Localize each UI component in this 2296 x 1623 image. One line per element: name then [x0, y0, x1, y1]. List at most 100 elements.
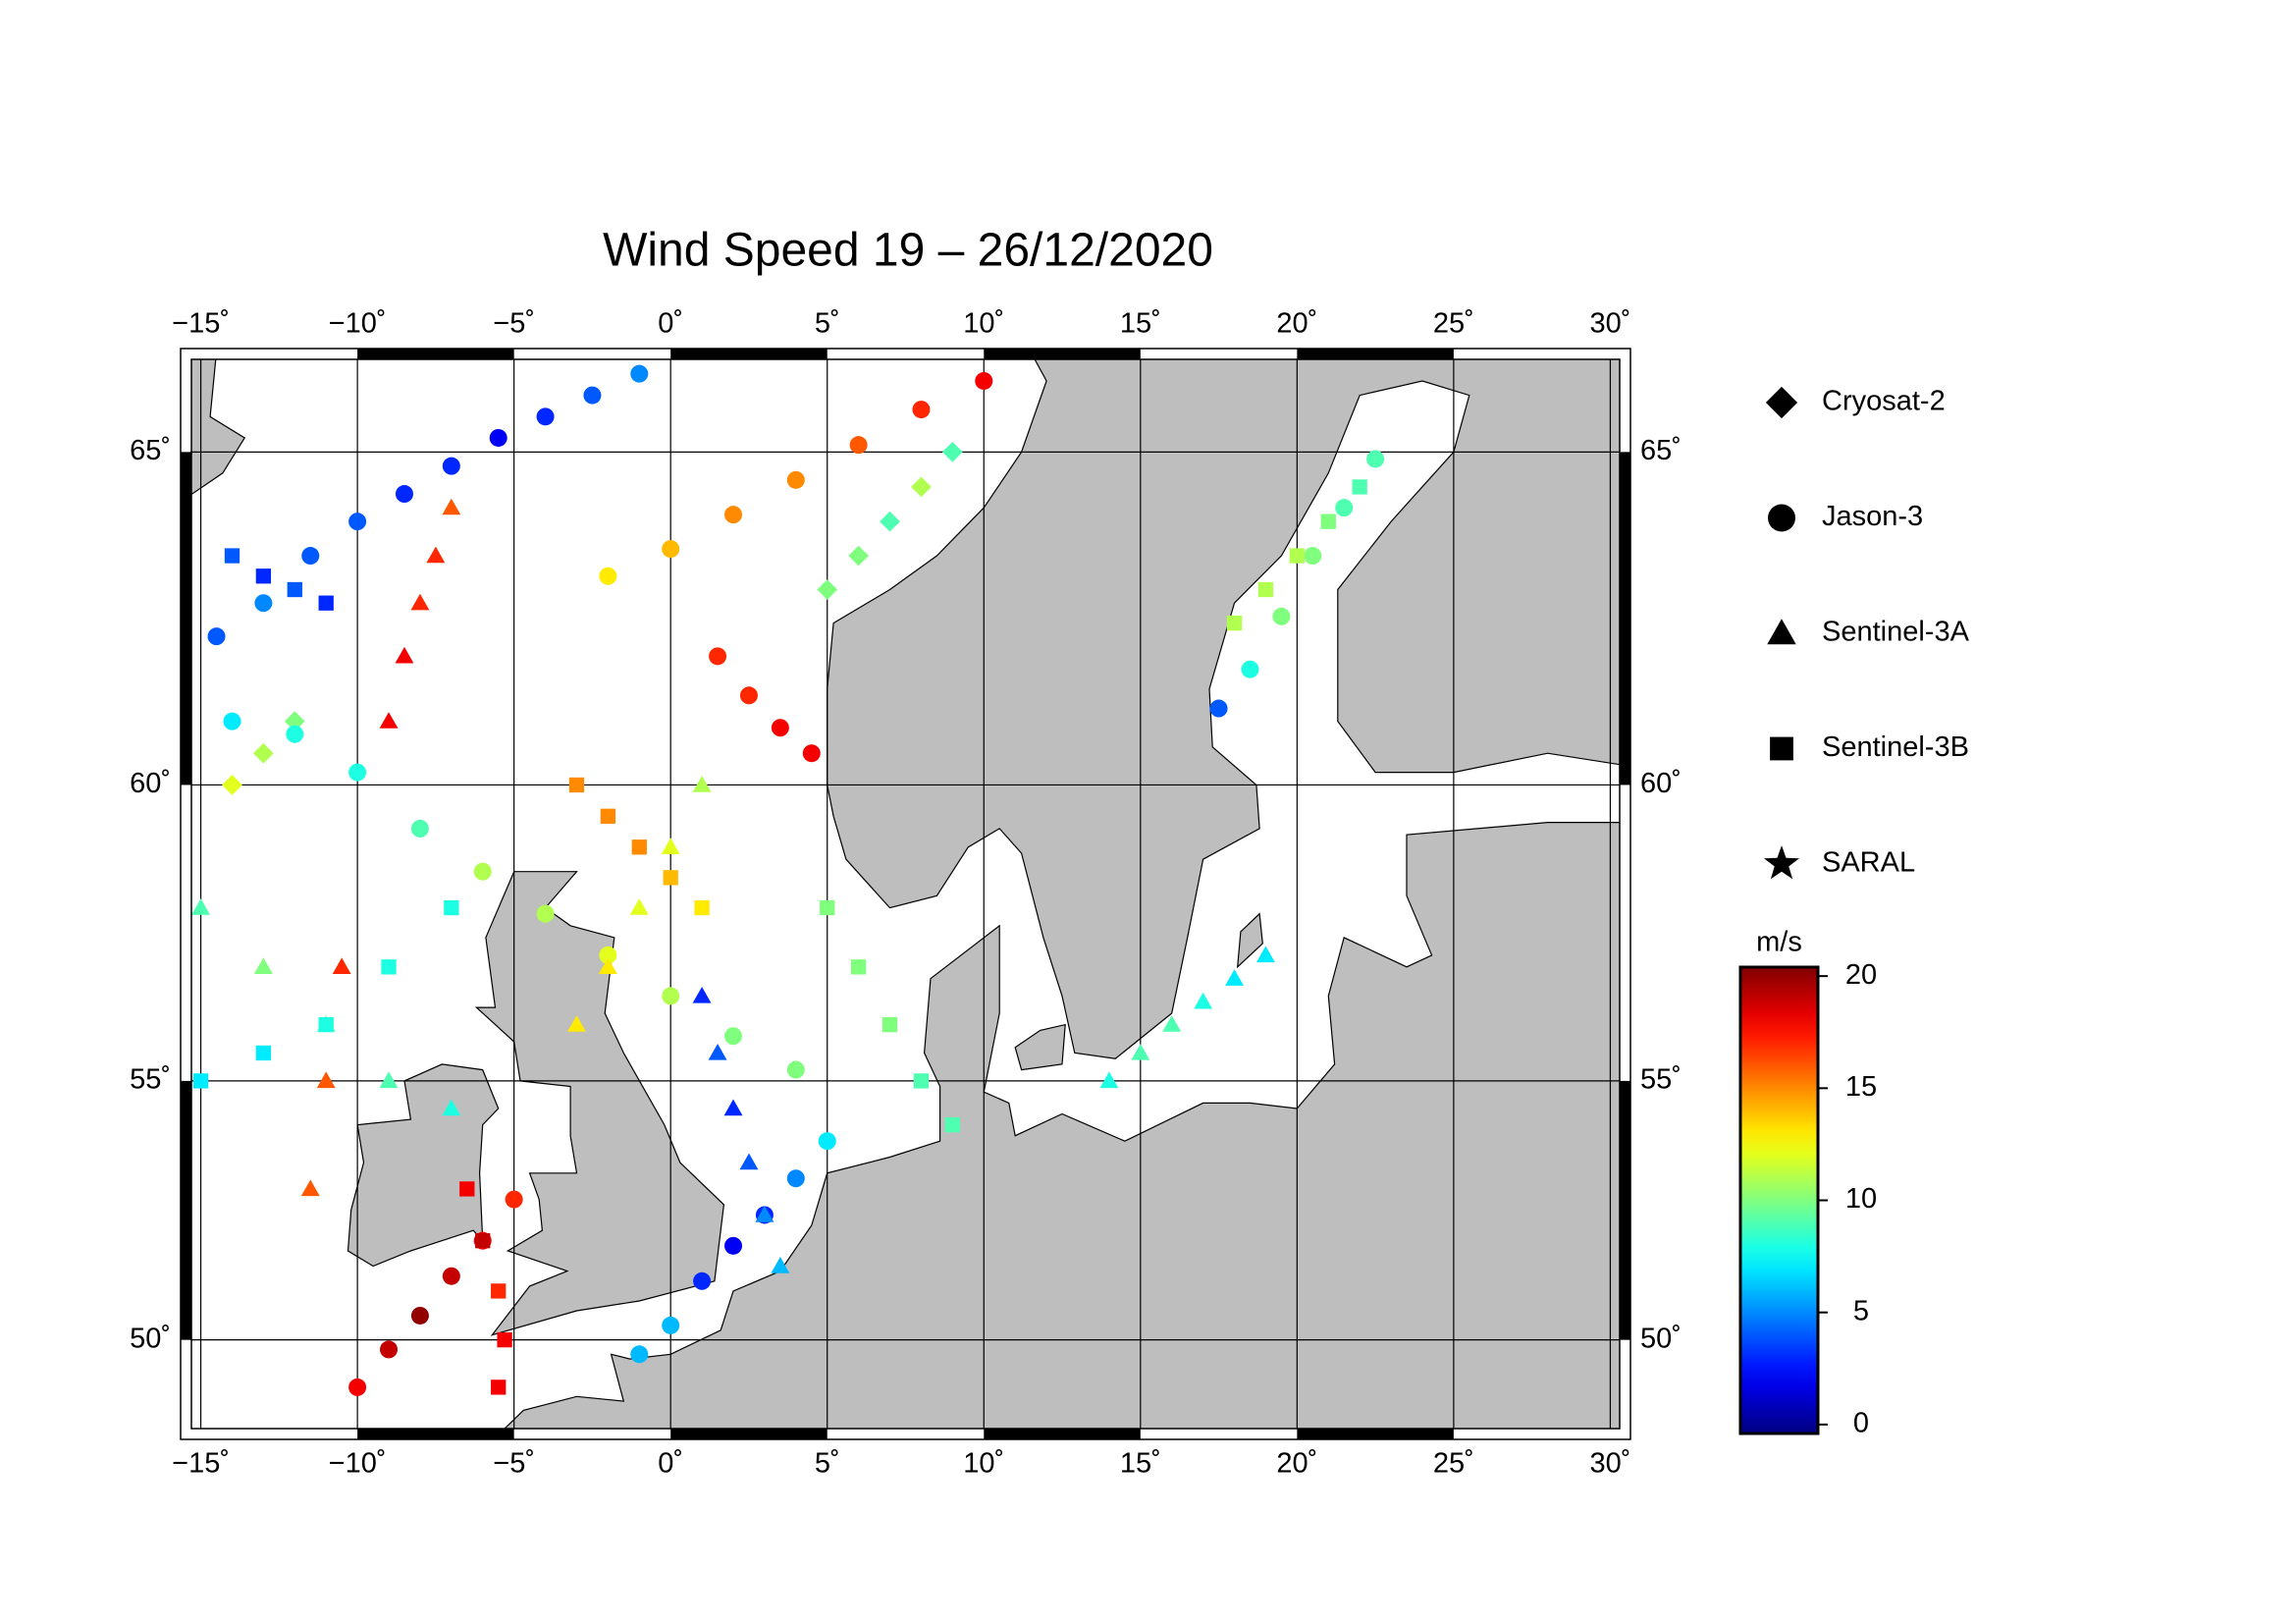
marker-square — [913, 1073, 930, 1089]
x-tick-label: 10˚ — [963, 308, 1004, 340]
marker-circle — [1304, 547, 1322, 566]
frame-layer: −15˚ −15˚ −10˚ −10˚ −5˚ −5˚ 0˚ 0˚ 5˚ 5˚ 10˚ 10˚ 15˚ 1… — [130, 308, 1682, 1480]
legend-label: Cryosat-2 — [1822, 386, 1946, 417]
marker-circle — [536, 904, 555, 923]
y-tick-label: 65˚ — [1640, 435, 1682, 466]
marker-circle — [724, 1236, 743, 1255]
marker-triangle — [755, 1206, 774, 1222]
marker-square — [1289, 548, 1305, 564]
marker-circle — [536, 407, 555, 426]
marker-circle — [583, 386, 602, 405]
marker-triangle — [567, 1015, 586, 1032]
colorbar-gradient — [1738, 965, 1820, 1435]
marker-circle — [380, 1340, 399, 1359]
marker-triangle — [395, 646, 414, 664]
marker-square — [631, 839, 647, 855]
marker-circle — [505, 1190, 523, 1209]
marker-triangle — [771, 1257, 790, 1273]
colorbar: m/s 0 5 10 15 20 — [1738, 927, 1877, 1439]
marker-square — [497, 1332, 512, 1348]
y-tick-label: 50˚ — [1640, 1323, 1682, 1354]
marker-diamond — [880, 511, 900, 532]
marker-circle — [724, 506, 743, 524]
marker-circle — [348, 513, 367, 531]
colorbar-tick-label: 10 — [1845, 1183, 1877, 1215]
y-tick-label: 65˚ — [130, 435, 171, 466]
marker-square — [459, 1181, 475, 1197]
marker-circle — [348, 1378, 367, 1396]
marker-circle — [662, 1316, 680, 1334]
marker-circle — [442, 457, 460, 475]
marker-square — [381, 959, 397, 975]
marker-triangle — [253, 957, 273, 974]
marker-star — [1764, 845, 1799, 880]
marker-triangle — [723, 1099, 743, 1116]
marker-circle — [724, 1027, 743, 1046]
frame-band — [1297, 349, 1454, 359]
marker-square — [944, 1116, 961, 1133]
marker-circle — [395, 485, 413, 504]
frame-band — [357, 1429, 514, 1439]
marker-square — [850, 959, 867, 975]
marker-square — [600, 808, 616, 824]
marker-circle — [693, 1271, 712, 1290]
x-tick-label: 15˚ — [1120, 308, 1161, 340]
frame-band — [670, 349, 828, 359]
frame-band — [984, 349, 1141, 359]
land — [191, 359, 246, 496]
marker-diamond — [284, 711, 305, 731]
marker-square — [192, 1073, 209, 1089]
marker-diamond — [911, 476, 932, 498]
marker-circle — [1272, 607, 1291, 625]
legend-label: SARAL — [1822, 847, 1915, 879]
marker-triangle — [426, 546, 446, 564]
marker-square — [1770, 736, 1793, 761]
marker-circle — [786, 470, 805, 489]
marker-triangle — [692, 987, 712, 1003]
marker-triangle — [442, 498, 461, 515]
land — [474, 871, 725, 1336]
marker-square — [475, 1233, 491, 1249]
marker-triangle — [442, 1099, 461, 1116]
marker-square — [318, 1016, 334, 1033]
marker-circle — [771, 719, 789, 737]
frame-band — [181, 1080, 191, 1340]
marker-square — [1352, 479, 1367, 495]
x-tick-label: 30˚ — [1589, 1448, 1630, 1480]
marker-circle — [599, 946, 617, 964]
marker-circle — [442, 1267, 460, 1285]
legend-label: Jason-3 — [1822, 501, 1923, 532]
marker-circle — [662, 987, 680, 1005]
land-layer — [191, 359, 1620, 1429]
chart-title: Wind Speed 19 – 26/12/2020 — [603, 225, 1213, 277]
x-tick-label: −10˚ — [329, 308, 387, 340]
marker-square — [694, 899, 710, 916]
marker-triangle — [1767, 619, 1796, 645]
marker-triangle — [598, 957, 617, 974]
marker-square — [1226, 615, 1243, 631]
y-tick-label: 60˚ — [130, 768, 171, 799]
marker-circle — [630, 364, 649, 383]
marker-circle — [410, 1306, 429, 1325]
marker-triangle — [739, 1153, 759, 1170]
legend-label: Sentinel-3A — [1822, 617, 1970, 648]
grid-layer — [191, 359, 1620, 1429]
marker-circle — [630, 1345, 649, 1364]
x-tick-label: −15˚ — [172, 308, 230, 340]
marker-circle — [786, 1060, 805, 1079]
frame-band — [357, 349, 514, 359]
marker-square — [287, 581, 302, 598]
marker-circle — [1241, 660, 1259, 678]
legend-label: Sentinel-3B — [1822, 731, 1969, 763]
marker-diamond — [253, 742, 274, 764]
marker-triangle — [300, 1179, 320, 1197]
x-tick-label: 15˚ — [1120, 1448, 1161, 1480]
land — [347, 1063, 500, 1268]
marker-square — [1320, 514, 1336, 529]
marker-circle — [410, 819, 429, 838]
marker-diamond — [817, 579, 838, 600]
marker-circle — [818, 1132, 836, 1151]
marker-square — [318, 595, 334, 611]
marker-diamond — [1765, 386, 1798, 419]
